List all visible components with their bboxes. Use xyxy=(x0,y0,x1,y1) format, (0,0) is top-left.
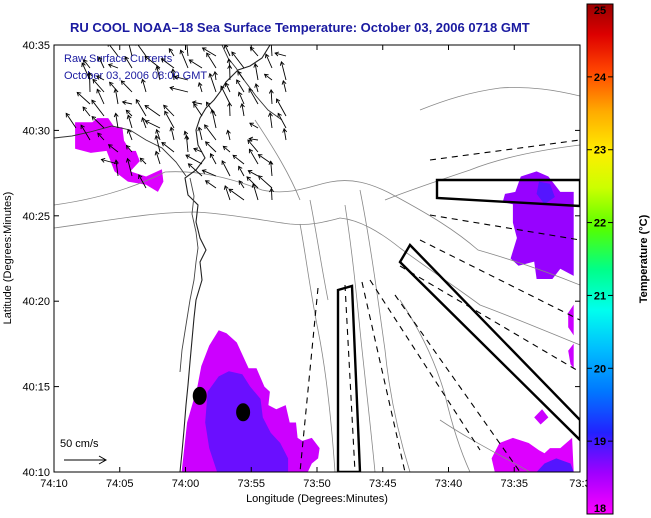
colorbar-tick-label: 21 xyxy=(594,290,606,302)
scale-label: 50 cm/s xyxy=(60,438,99,450)
sst-patch-3 xyxy=(502,171,574,279)
x-tick-label: 73:50 xyxy=(303,478,331,490)
bathymetry-contours xyxy=(54,87,580,472)
y-tick-label: 40:20 xyxy=(22,296,50,308)
colorbar-tick-label: 19 xyxy=(594,436,606,448)
shoreline-northeast xyxy=(221,45,283,121)
x-tick-label: 73:40 xyxy=(435,478,463,490)
sampling-boxes xyxy=(336,178,580,472)
y-tick-label: 40:35 xyxy=(22,40,50,52)
y-tick-label: 40:25 xyxy=(22,211,50,223)
station-marker-1 xyxy=(236,403,251,422)
coastline xyxy=(179,45,271,472)
y-tick-label: 40:30 xyxy=(22,125,50,137)
current-vectors xyxy=(65,45,288,201)
inset-date: October 03, 2006 08:00 GMT xyxy=(64,70,207,82)
x-tick-label: 73:3 xyxy=(569,478,590,490)
colorbar-label: Temperature (°C) xyxy=(638,214,650,303)
x-axis: 74:10 74:05 74:00 73:55 73:50 73:45 73:40 73:35… xyxy=(40,45,591,490)
colorbar-axis: 25 24 23 22 21 20 19 18 xyxy=(587,3,613,515)
x-tick-label: 73:35 xyxy=(500,478,528,490)
colorbar-tick-label: 25 xyxy=(594,5,606,17)
y-tick-label: 40:15 xyxy=(22,382,50,394)
y-axis-label: Latitude (Degrees:Minutes) xyxy=(2,192,14,325)
colorbar-tick-label: 20 xyxy=(594,363,606,375)
colorbar-tick-label: 23 xyxy=(594,145,606,157)
colorbar-tick-label: 22 xyxy=(594,218,606,230)
colorbar-tick-label: 18 xyxy=(594,503,606,515)
station-markers xyxy=(192,386,251,422)
x-tick-label: 74:10 xyxy=(40,478,68,490)
scale-arrow xyxy=(64,455,108,465)
sst-layer xyxy=(75,118,574,472)
x-tick-label: 74:00 xyxy=(172,478,200,490)
chart-title: RU COOL NOAA–18 Sea Surface Temperature:… xyxy=(70,20,530,35)
y-axis: 40:35 40:30 40:25 40:20 40:15 40:10 xyxy=(22,40,580,479)
inset-title: Raw Surface Currents xyxy=(64,53,173,65)
sst-patch-9 xyxy=(536,458,574,472)
transect-lines xyxy=(299,139,580,472)
x-tick-label: 73:45 xyxy=(369,478,397,490)
sst-patch-6 xyxy=(568,343,574,369)
sst-patch-0 xyxy=(75,118,164,192)
sst-patch-5 xyxy=(568,304,574,336)
shoreline-north xyxy=(54,125,187,177)
x-tick-label: 74:05 xyxy=(106,478,134,490)
colorbar-tick-label: 24 xyxy=(594,72,607,84)
plot-frame xyxy=(53,44,581,473)
sst-patch-4 xyxy=(536,181,555,205)
y-tick-label: 40:10 xyxy=(22,467,50,479)
sst-patch-2 xyxy=(205,371,289,472)
coastline-inner xyxy=(179,177,199,373)
sst-patch-7 xyxy=(534,409,549,425)
colorbar xyxy=(586,3,614,515)
station-marker-0 xyxy=(192,386,207,405)
x-tick-label: 73:55 xyxy=(237,478,265,490)
x-axis-label: Longitude (Degrees:Minutes) xyxy=(246,493,388,505)
